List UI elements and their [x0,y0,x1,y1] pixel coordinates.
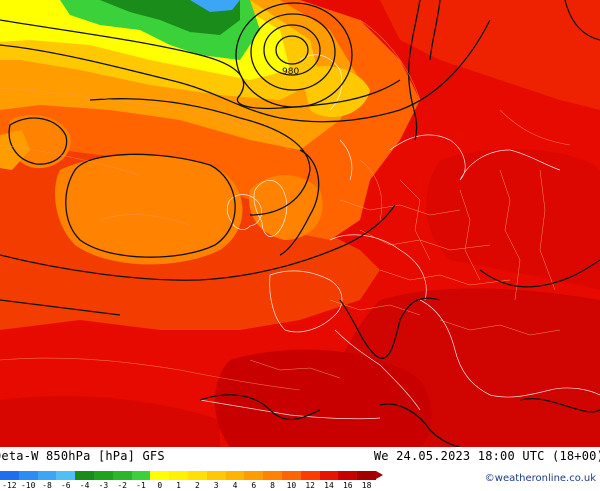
colorbar-tick-label: -6 [60,481,71,490]
colorbar-cell [357,471,376,480]
contour-label: 980 [282,67,299,77]
colorbar-cell [206,471,226,480]
field-red-light [0,0,600,110]
colorbar-tick-label: 8 [270,481,276,490]
colorbar-tick-labels: -12 -10 -8 -6 -4 -3 -2 -1 0 1 2 3 4 6 8 10 12 14 16 18 [0,481,400,491]
colorbar [0,471,376,480]
colorbar-cell [169,471,188,480]
country-borders [249,169,561,379]
colorbar-cell [338,471,358,480]
colorbar-tick-label: 4 [232,481,238,490]
field-warm-cell [55,155,243,265]
colorbar-tick-label: -3 [98,481,109,490]
colorbar-cell [75,471,94,480]
map-timestamp: We 24.05.2023 18:00 UTC (18+00) [373,449,600,463]
colorbar-cell [281,471,301,480]
colorbar-tick-label: 16 [342,481,353,490]
temperature-contours [0,19,571,391]
colorbar-tick-label: 0 [157,481,163,490]
map-title: θeta-W 850hPa [hPa] GFS [0,449,165,463]
credit-link[interactable]: ©weatheronline.co.uk [484,473,596,484]
colorbar-tick-label: -8 [42,481,52,490]
colorbar-cell [187,471,207,480]
field-darker-red [215,349,432,447]
colorbar-cell [150,471,170,480]
colorbar-cell [37,471,57,480]
colorbar-tick-label: 1 [176,481,182,490]
colorbar-tick-label: 18 [361,481,372,490]
colorbar-tick-label: -2 [117,481,128,490]
colorbar-tick-label: 2 [194,481,200,490]
colorbar-tick-label: -1 [136,481,146,490]
colorbar-cell [56,471,76,480]
colorbar-tick-label: 10 [286,481,297,490]
colorbar-tick-label: 6 [251,481,257,490]
field-west-patch [0,130,30,170]
colorbar-cell [300,471,320,480]
isobars [0,0,600,447]
colorbar-cell [225,471,245,480]
colorbar-tick-label: 14 [324,481,334,490]
map-canvas: 980 [0,0,600,447]
weather-map: 980 [0,0,600,447]
field-cold-core [190,0,240,12]
colorbar-cell [93,471,113,480]
field-mid-patch [249,175,323,240]
colorbar-cell [112,471,132,480]
footer: θeta-W 850hPa [hPa] GFS We 24.05.2023 18… [0,447,600,490]
colorbar-tick-label: -4 [79,481,90,490]
colorbar-cell [319,471,339,480]
colorbar-cell [0,471,19,480]
colorbar-cell [131,471,151,480]
colorbar-cell [263,471,282,480]
colorbar-cell [244,471,264,480]
coastlines [199,54,600,420]
colorbar-tick-label: 3 [213,481,219,490]
colorbar-tick-label: 12 [305,481,316,490]
colorbar-cell [18,471,38,480]
field-east-red [426,149,600,290]
colorbar-tick-label: -12 [2,481,17,490]
field-south-red [0,396,220,447]
colorbar-arrow-icon [376,471,383,479]
colorbar-tick-label: -10 [20,481,36,490]
